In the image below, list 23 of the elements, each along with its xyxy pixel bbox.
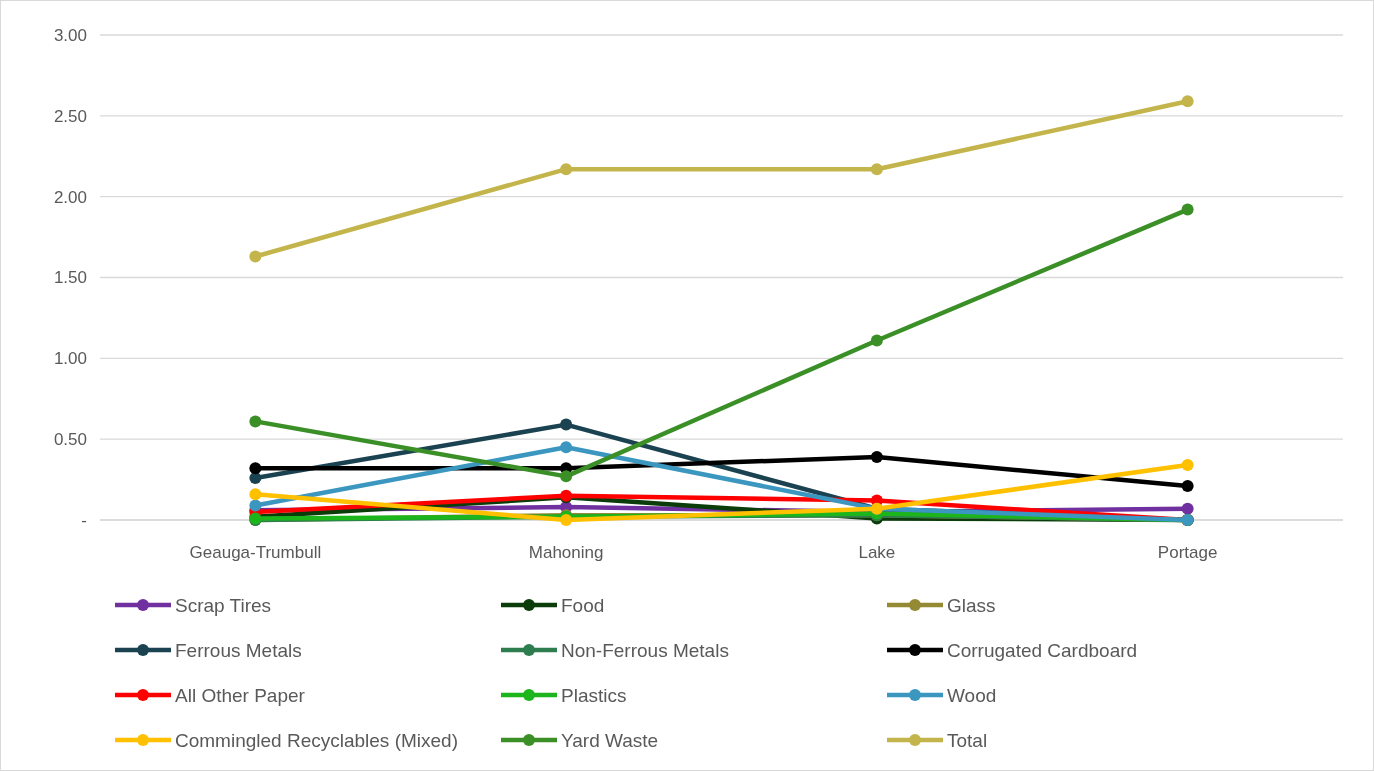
legend-label: Glass <box>947 594 996 616</box>
x-tick-label: Mahoning <box>528 543 604 562</box>
legend-label: Yard Waste <box>561 729 659 751</box>
legend-label: Ferrous Metals <box>175 639 302 661</box>
legend-label: Wood <box>947 684 997 706</box>
legend-label: Corrugated Cardboard <box>947 639 1138 661</box>
legend-label: Scrap Tires <box>175 594 272 616</box>
y-tick-label: - <box>81 510 87 530</box>
legend-label: Plastics <box>561 684 627 706</box>
y-tick-label: 3.00 <box>53 25 87 45</box>
y-tick-label: 1.00 <box>53 349 87 369</box>
legend-label: Food <box>561 594 605 616</box>
x-tick-label: Portage <box>1157 543 1218 562</box>
y-tick-label: 2.00 <box>53 187 87 207</box>
y-tick-label: 2.50 <box>53 106 87 126</box>
legend-label: Non-Ferrous Metals <box>561 639 729 661</box>
y-tick-label: 1.50 <box>53 268 87 288</box>
x-tick-label: Geauga-Trumbull <box>189 543 322 562</box>
x-tick-label: Lake <box>858 543 896 562</box>
y-tick-label: 0.50 <box>53 430 87 450</box>
legend-label: Total <box>947 729 988 751</box>
legend-label: Commingled Recyclables (Mixed) <box>175 729 458 751</box>
legend-label: All Other Paper <box>175 684 306 706</box>
